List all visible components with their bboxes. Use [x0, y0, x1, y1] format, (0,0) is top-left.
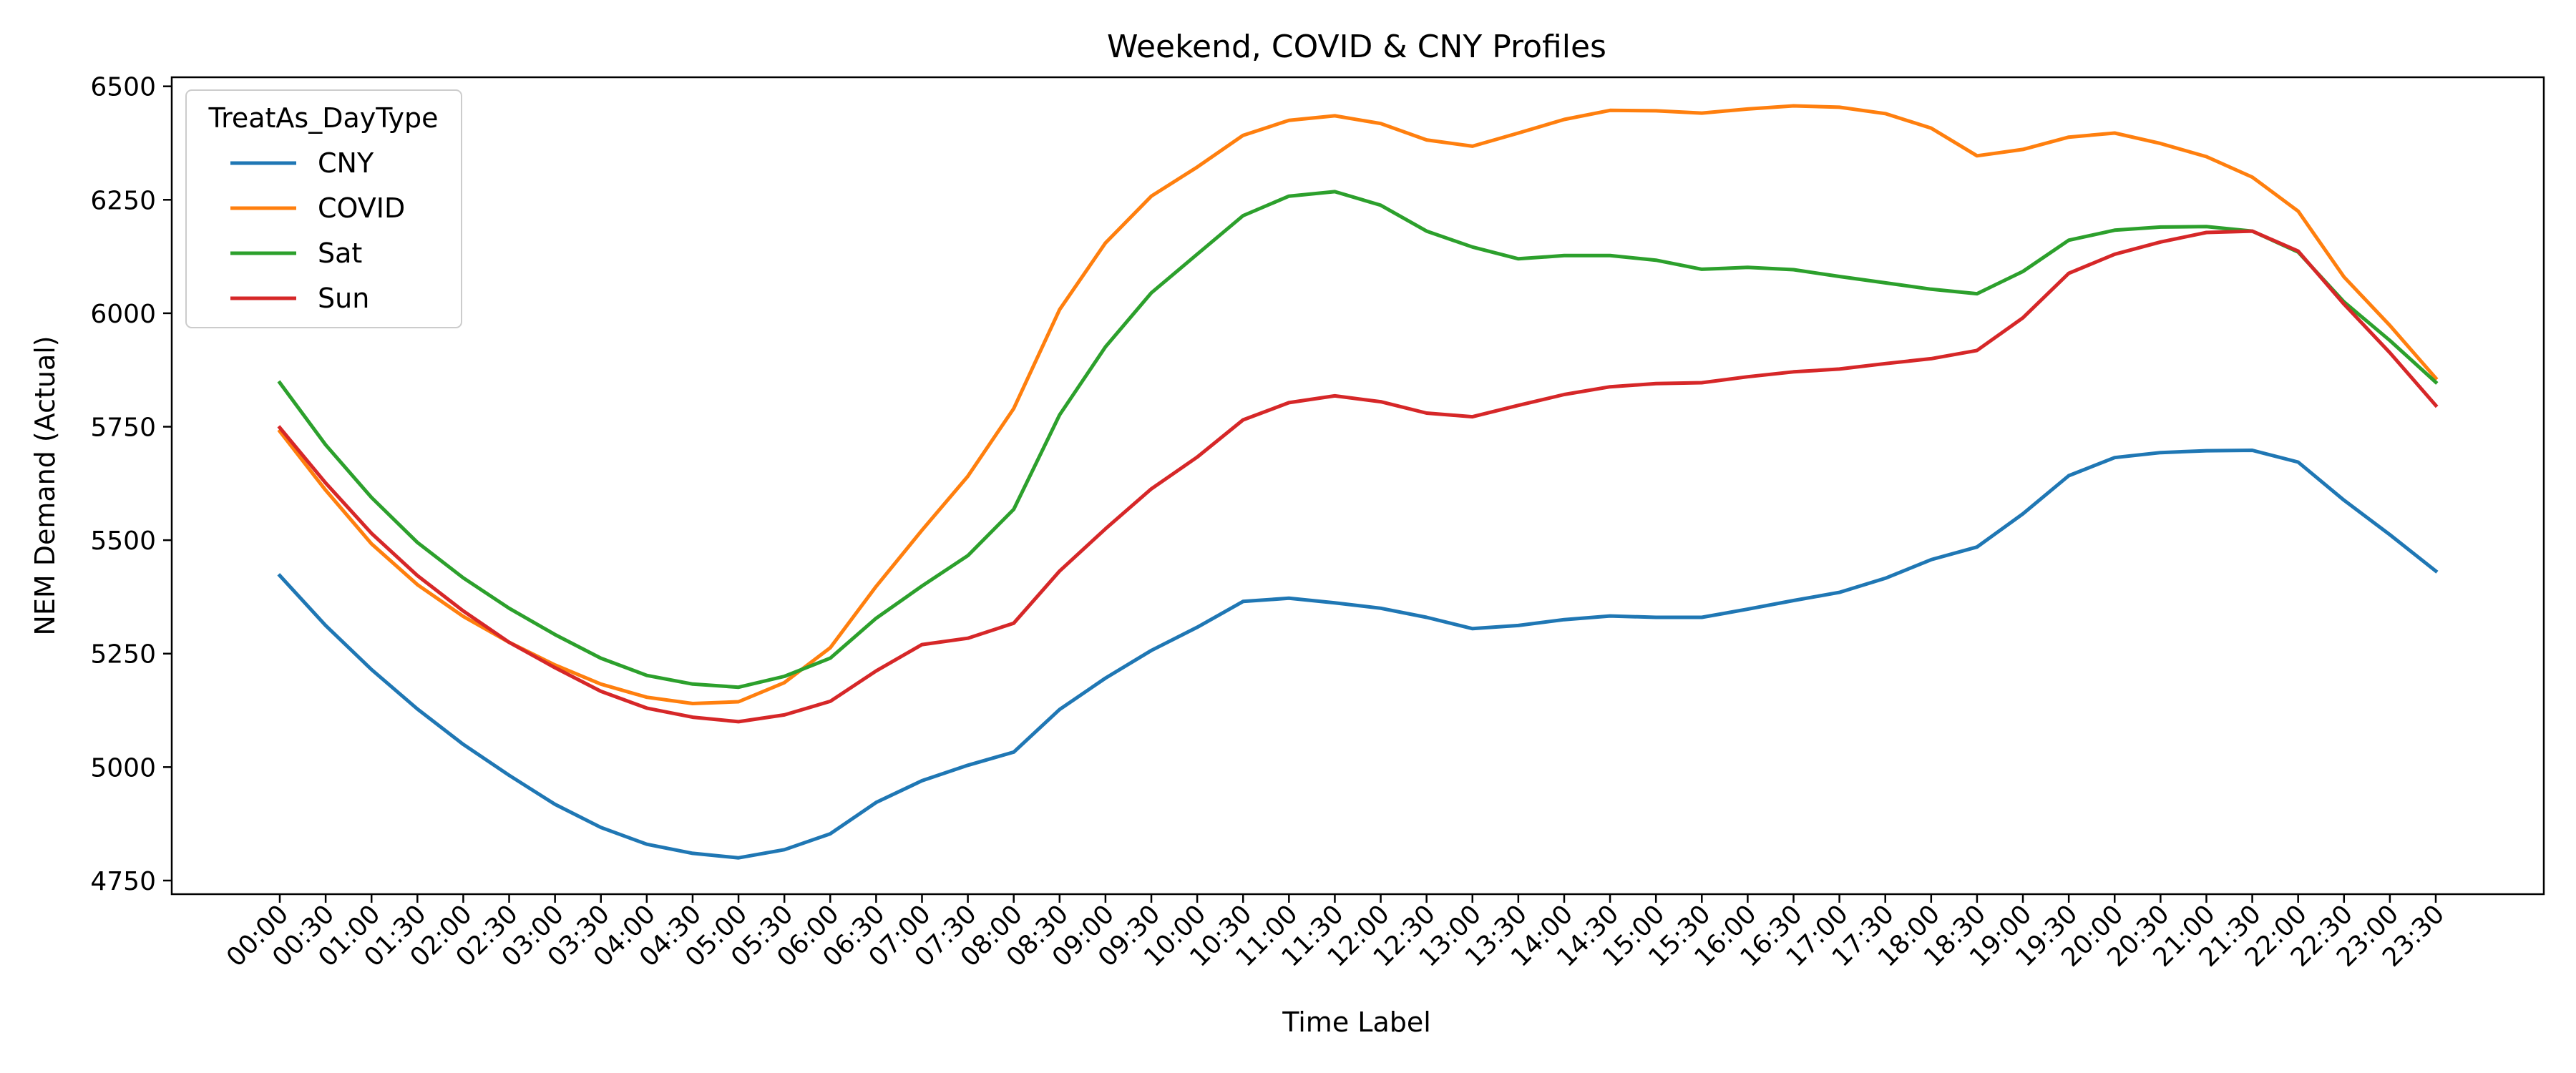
legend-label: Sat: [318, 237, 362, 269]
y-tick-label: 6500: [90, 73, 156, 102]
y-tick-label: 5000: [90, 753, 156, 783]
y-tick-label: 5750: [90, 413, 156, 443]
legend-label: Sun: [318, 283, 369, 314]
y-tick-label: 4750: [90, 867, 156, 896]
chart-title: Weekend, COVID & CNY Profiles: [1107, 29, 1606, 65]
legend-box: [185, 89, 462, 328]
series-line-sun: [277, 229, 2439, 724]
legend: TreatAs_DayType CNY COVID Sat Sun: [185, 89, 462, 328]
x-axis-label: Time Label: [1282, 1006, 1431, 1038]
y-tick-label: 5500: [90, 526, 156, 556]
y-tick-label: 6000: [90, 300, 156, 329]
y-tick-label: 5250: [90, 640, 156, 670]
legend-label: CNY: [318, 147, 374, 179]
y-tick-label: 6250: [90, 186, 156, 215]
x-axis: 00:0000:3001:0001:3002:0002:3003:0003:30…: [221, 894, 2450, 973]
plot-frame: [170, 76, 2545, 896]
y-axis-label: NEM Demand (Actual): [29, 335, 61, 635]
y-axis: 4750 5000 5250 5500 5750 6000 6250 6500: [90, 73, 172, 896]
series-line-cny: [277, 449, 2439, 860]
plot-lines: [277, 104, 2439, 860]
series-line-covid: [277, 104, 2439, 705]
series-line-sat: [277, 190, 2439, 690]
legend-title: TreatAs_DayType: [208, 102, 438, 134]
legend-label: COVID: [318, 192, 405, 224]
